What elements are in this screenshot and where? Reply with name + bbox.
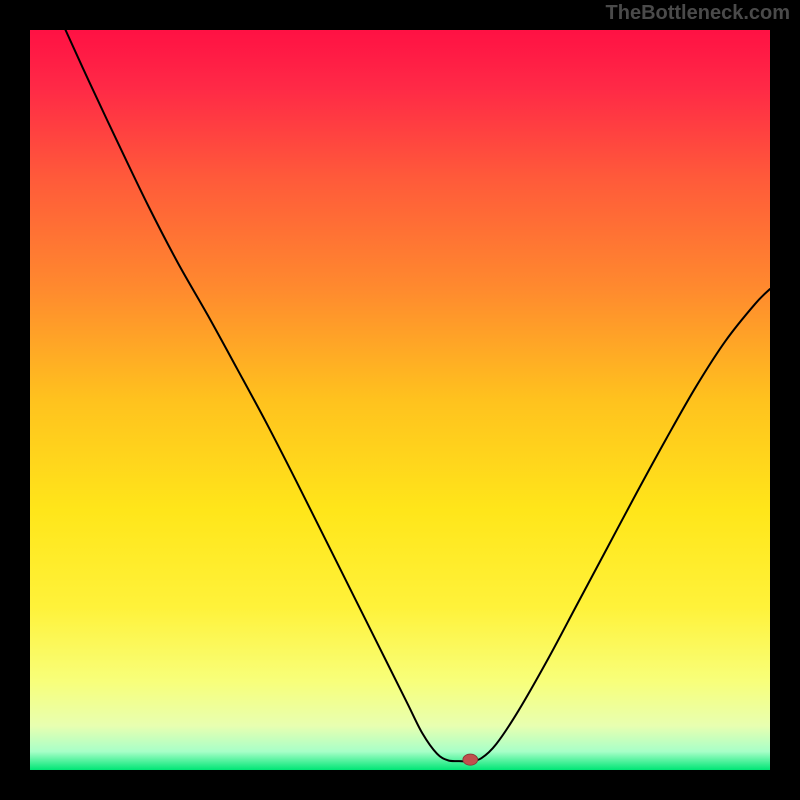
chart-background: [30, 30, 770, 770]
optimal-point-marker: [463, 754, 478, 765]
watermark-text: TheBottleneck.com: [606, 2, 790, 25]
chart-plot-area: [30, 30, 770, 770]
chart-svg: [30, 30, 770, 770]
